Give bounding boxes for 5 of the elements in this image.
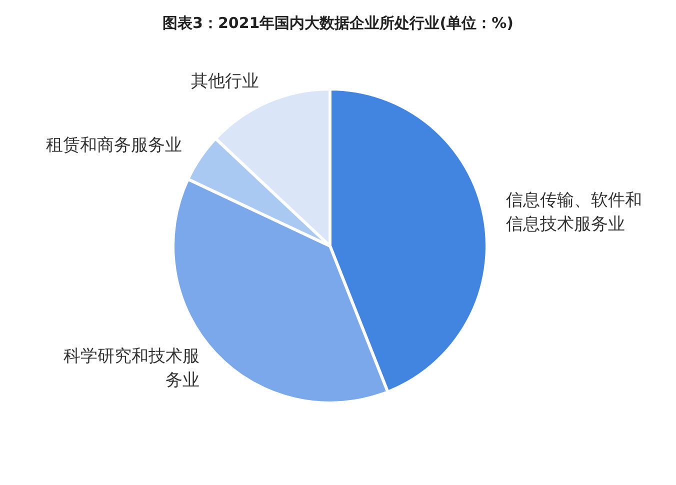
slice-label: 科学研究和技术服务业 — [64, 346, 200, 391]
slice-label: 信息传输、软件和信息技术服务业 — [506, 190, 642, 234]
chart-title: 图表3：2021年国内大数据企业所处行业(单位：%) — [162, 13, 514, 34]
slice-label: 其他行业 — [190, 72, 259, 92]
slice-label: 租赁和商务服务业 — [46, 135, 182, 156]
